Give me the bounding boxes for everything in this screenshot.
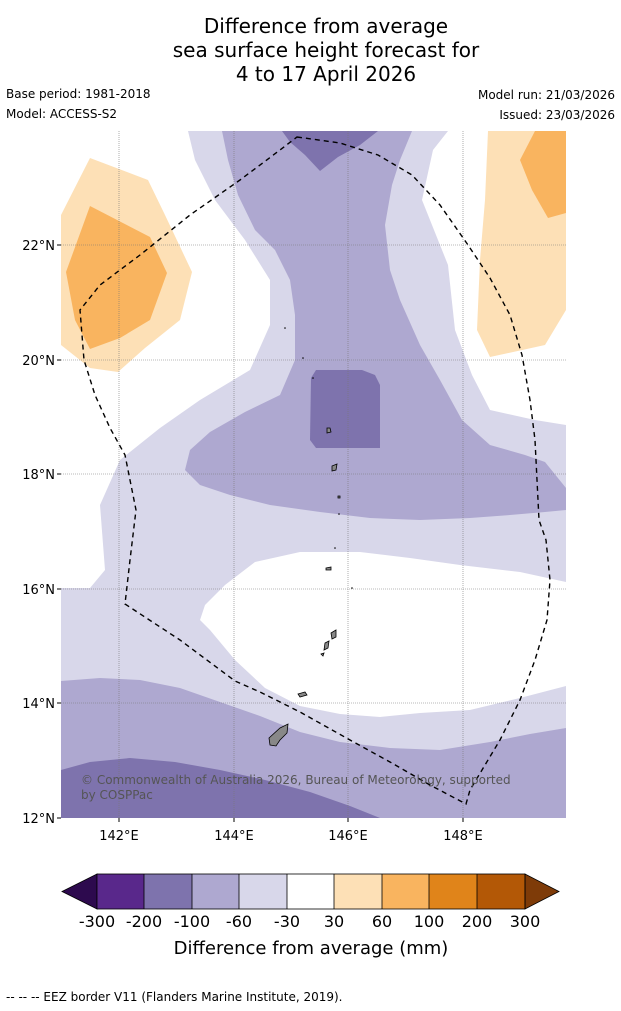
anomaly-medium-orange-left (66, 206, 167, 349)
islands (268, 427, 341, 747)
lat-tick-label: 12°N (22, 812, 55, 827)
lon-tick-label: 144°E (214, 829, 254, 844)
colorbar-tick-label: -100 (174, 912, 210, 931)
eez-legend-text: -- -- -- EEZ border V11 (Flanders Marine… (6, 990, 343, 1004)
colorbar-swatch (144, 874, 192, 909)
colorbar-tick-label: 300 (510, 912, 541, 931)
eez-border (79, 136, 551, 806)
colorbar-swatch (477, 874, 525, 909)
anomaly-medium-orange-right (520, 131, 566, 218)
colorbar-tick-label: 100 (414, 912, 445, 931)
lon-tick-label: 146°E (328, 829, 368, 844)
island-small-1 (337, 495, 341, 499)
colorbar-swatch (239, 874, 287, 909)
lat-tick-label: 20°N (22, 354, 55, 369)
colorbar-tick-label: 60 (372, 912, 392, 931)
lat-axis: 22°N 20°N 18°N 16°N 14°N 12°N (22, 239, 61, 827)
colorbar-swatch (334, 874, 382, 909)
colorbar: -300 -200 -100 -60 -30 30 60 100 200 300… (61, 873, 560, 959)
copyright-line-2: by COSPPac (81, 788, 153, 802)
island-small-2 (320, 652, 325, 657)
island-anatahan (325, 566, 332, 571)
island-agrihan (331, 463, 338, 472)
map-title: Difference from average sea surface heig… (0, 14, 621, 86)
island-guam (268, 723, 289, 747)
colorbar-over-triangle (524, 873, 560, 910)
issued-label: Issued: 23/03/2026 (499, 108, 615, 122)
island-saipan (330, 629, 337, 640)
colorbar-swatch (97, 874, 144, 909)
island-dots (284, 327, 353, 589)
colorbar-under-triangle (61, 873, 98, 910)
colorbar-swatch (429, 874, 477, 909)
map-gridlines (61, 131, 566, 818)
anomaly-dark-purple-top (282, 131, 378, 171)
colorbar-tick-label: 200 (462, 912, 493, 931)
lat-tick-label: 14°N (22, 697, 55, 712)
island-tinian (323, 640, 330, 651)
lat-tick-label: 22°N (22, 239, 55, 254)
title-line-2: sea surface height forecast for (172, 38, 480, 62)
anomaly-dark-purple-bottom (61, 758, 380, 818)
colorbar-tick-label: 30 (324, 912, 344, 931)
anomaly-dark-purple-centre (310, 370, 380, 448)
lon-axis: 142°E 144°E 146°E 148°E (99, 818, 483, 844)
colorbar-swatch (287, 874, 334, 909)
colorbar-tick-label: -300 (79, 912, 115, 931)
base-period-label: Base period: 1981-2018 (6, 87, 151, 101)
lon-tick-label: 142°E (99, 829, 139, 844)
title-line-3: 4 to 17 April 2026 (235, 62, 417, 86)
colorbar-title: Difference from average (mm) (174, 938, 449, 959)
colorbar-swatch (382, 874, 429, 909)
island-rota (297, 691, 308, 698)
map-plot-area: © Commonwealth of Australia 2026, Bureau… (61, 131, 566, 818)
lat-tick-label: 18°N (22, 468, 55, 483)
copyright-line-1: © Commonwealth of Australia 2026, Bureau… (81, 773, 511, 787)
colorbar-tick-label: -30 (274, 912, 300, 931)
lon-tick-label: 148°E (443, 829, 483, 844)
lat-tick-label: 16°N (22, 583, 55, 598)
colorbar-tick-label: -200 (126, 912, 162, 931)
island-pagan (326, 427, 332, 434)
model-run-label: Model run: 21/03/2026 (477, 88, 615, 102)
anomaly-medium-purple-upper (185, 131, 566, 520)
title-line-1: Difference from average (203, 14, 449, 38)
colorbar-tick-label: -60 (226, 912, 252, 931)
colorbar-swatch (192, 874, 239, 909)
model-label: Model: ACCESS-S2 (6, 107, 118, 121)
